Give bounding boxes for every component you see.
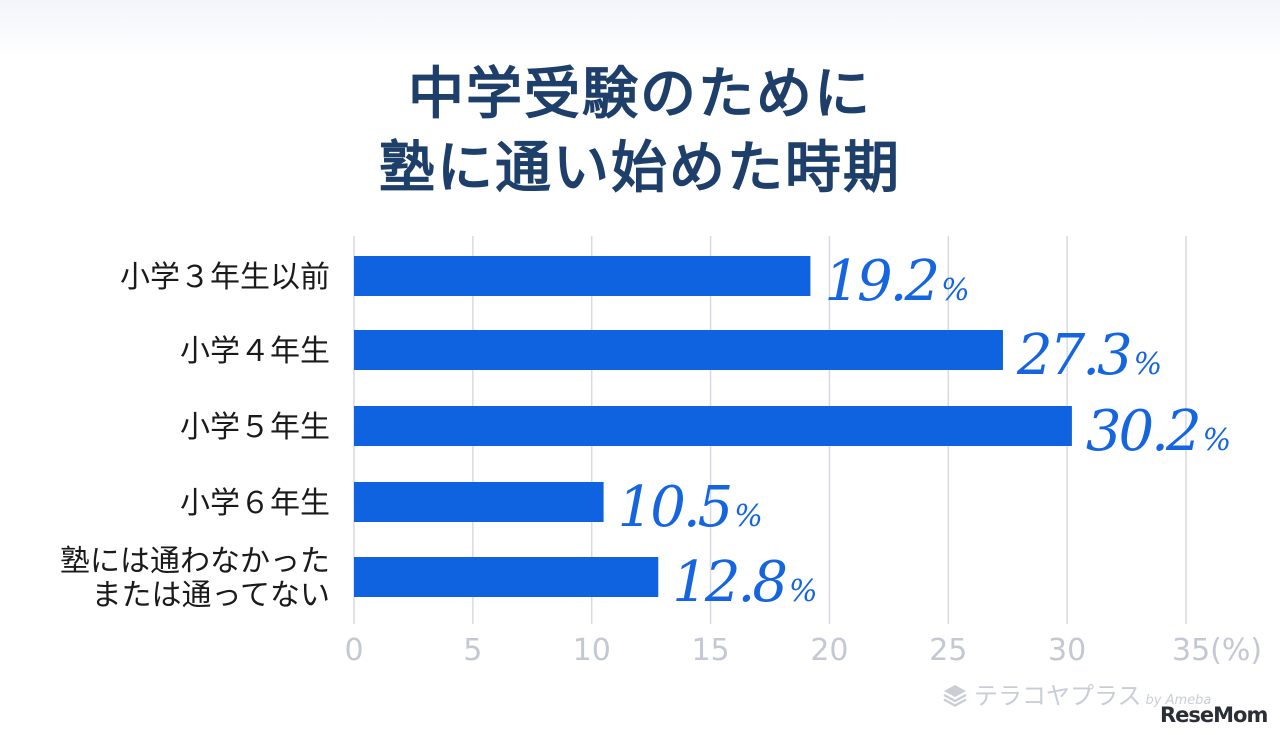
- category-label: 小学３年生以前: [120, 260, 330, 295]
- bar: [354, 482, 604, 522]
- value-number: 10.5: [618, 475, 731, 540]
- x-tick-label: 0: [344, 633, 363, 668]
- header-band: [0, 0, 1280, 60]
- chart-title: 中学受験のために 塾に通い始めた時期: [0, 58, 1280, 206]
- value-number: 12.8: [672, 550, 786, 615]
- x-tick-label: 10: [573, 633, 611, 668]
- terakoya-plus-text: テラコヤプラス: [974, 682, 1142, 710]
- value-label: 19.2%: [824, 249, 968, 314]
- value-percent-sign: %: [1203, 423, 1230, 458]
- value-label: 30.2%: [1086, 399, 1230, 464]
- x-tick-label: 30: [1048, 633, 1086, 668]
- category-label: 塾には通わなかった: [60, 544, 330, 579]
- value-label: 27.3%: [1016, 323, 1161, 388]
- bar: [354, 330, 1003, 370]
- value-percent-sign: %: [789, 574, 816, 609]
- value-percent-sign: %: [734, 499, 761, 534]
- value-label: 12.8%: [672, 550, 816, 615]
- value-number: 27.3: [1016, 323, 1130, 388]
- chart-title-line-1: 中学受験のために: [408, 62, 872, 127]
- value-percent-sign: %: [1134, 347, 1161, 382]
- category-label: 小学６年生: [180, 486, 330, 521]
- terakoya-plus-logo: テラコヤプラス by Ameba: [942, 676, 1211, 711]
- value-percent-sign: %: [941, 273, 968, 308]
- value-label: 10.5%: [618, 475, 762, 540]
- bar: [354, 557, 659, 597]
- bar: [354, 256, 811, 296]
- resemom-logo: ReseMom: [1160, 703, 1268, 727]
- category-label: 小学４年生: [180, 334, 330, 369]
- category-label: 小学５年生: [180, 410, 330, 445]
- x-tick-label: 15: [691, 633, 729, 668]
- value-number: 30.2: [1086, 399, 1199, 464]
- terakoya-by-text: by Ameba: [1145, 693, 1212, 708]
- x-tick-label: 35(%): [1172, 633, 1262, 668]
- x-tick-label: 20: [810, 633, 848, 668]
- chart-title-line-2: 塾に通い始めた時期: [379, 136, 901, 201]
- x-tick-label: 25: [929, 633, 967, 668]
- value-number: 19.2: [824, 249, 937, 314]
- category-label: または通ってない: [92, 578, 331, 613]
- bar: [354, 406, 1072, 446]
- x-tick-label: 5: [463, 633, 482, 668]
- stacked-layers-icon: [943, 685, 967, 707]
